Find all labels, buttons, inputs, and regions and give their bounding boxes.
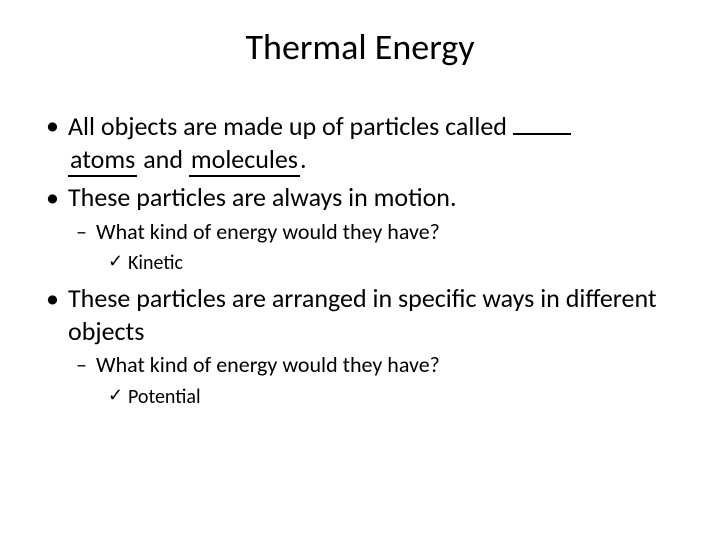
sub-bullet-1: What kind of energy would they have? bbox=[40, 218, 680, 247]
answer-bullet-2: Potential bbox=[40, 384, 680, 410]
bullet2-text: These particles are always in motion. bbox=[68, 181, 457, 213]
bullet-list: All objects are made up of particles cal… bbox=[40, 109, 680, 410]
sub-question-2-text: What kind of energy would they have? bbox=[96, 351, 440, 378]
sub-question-1-text: What kind of energy would they have? bbox=[96, 218, 440, 245]
bullet1-text-part1: All objects are made up of particles cal… bbox=[68, 110, 513, 142]
bullet-item-1: All objects are made up of particles cal… bbox=[40, 109, 680, 177]
slide-title: Thermal Energy bbox=[40, 25, 680, 69]
answer-2-text: Potential bbox=[128, 385, 201, 409]
sub-bullet-2: What kind of energy would they have? bbox=[40, 351, 680, 380]
bullet3-text: These particles are arranged in specific… bbox=[68, 282, 657, 347]
blank-fill-molecules: molecules bbox=[189, 143, 300, 178]
blank-trailing bbox=[513, 109, 571, 135]
blank-fill-atoms: atoms bbox=[68, 143, 137, 178]
answer-bullet-1: Kinetic bbox=[40, 250, 680, 276]
bullet-item-3: These particles are arranged in specific… bbox=[40, 282, 680, 347]
bullet-item-2: These particles are always in motion. bbox=[40, 181, 680, 214]
bullet1-text-part2: and bbox=[137, 143, 189, 175]
bullet1-text-part3: . bbox=[300, 143, 307, 175]
answer-1-text: Kinetic bbox=[128, 251, 183, 275]
